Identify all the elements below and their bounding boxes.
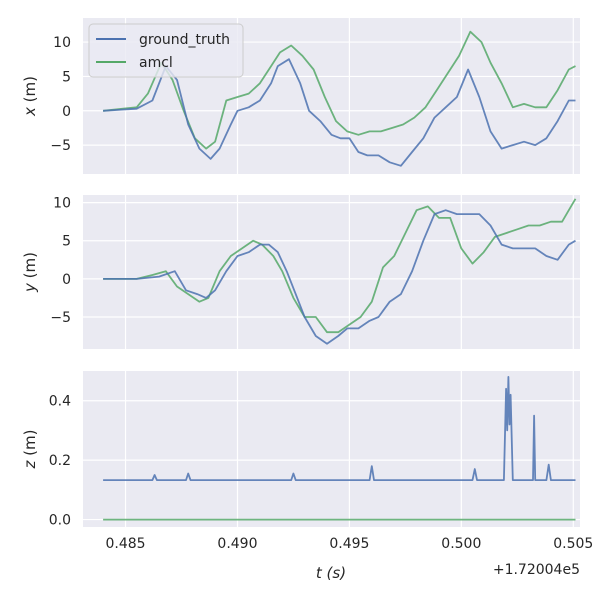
y-tick-label: 10	[53, 35, 71, 51]
panels: −5 0 5 10 x (m) −5 0 5 10 y (m) 0.485 0.490 0.495 0.5…	[21, 18, 593, 552]
y-axis-label: y (m)	[21, 252, 39, 293]
x-tick-label: 0.490	[217, 536, 257, 552]
x-tick-label: 0.495	[329, 536, 369, 552]
y-tick-label: 5	[62, 234, 71, 250]
y-tick-label: 0.4	[49, 394, 71, 410]
x-tick-label: 0.485	[105, 536, 145, 552]
series-line-ground-truth	[103, 209, 576, 345]
x-axis-label: t (s)	[316, 564, 346, 582]
legend-label-amcl: amcl	[139, 55, 173, 71]
y-tick-label: 10	[53, 196, 71, 212]
legend-label-ground-truth: ground_truth	[139, 32, 230, 48]
y-tick-label: 0	[62, 272, 71, 288]
panel-1: −5 0 5 10 x (m)	[21, 18, 580, 174]
x-offset-label: +1.72004e5	[493, 562, 580, 578]
y-tick-label: 0.0	[49, 513, 71, 529]
series-line-ground-truth	[103, 58, 576, 167]
legend: ground_truth amcl	[88, 23, 244, 78]
x-tick-label: 0.500	[441, 536, 481, 552]
y-tick-label: 0.2	[49, 453, 71, 469]
y-tick-label: 0	[62, 104, 71, 120]
y-axis-label: x (m)	[21, 76, 39, 117]
panel-3: 0.485 0.490 0.495 0.500 0.505 0.0 0.2 0.4 z (m)	[21, 371, 593, 552]
series-line-amcl	[103, 30, 576, 150]
y-axis-label: z (m)	[21, 430, 39, 470]
y-tick-label: 5	[62, 69, 71, 85]
series-line-amcl	[103, 198, 577, 334]
legend-box	[88, 23, 244, 78]
panel-2: −5 0 5 10 y (m)	[21, 195, 580, 349]
x-tick-label: 0.505	[553, 536, 593, 552]
plot-area	[83, 195, 580, 349]
y-tick-label: −5	[50, 138, 71, 154]
y-tick-label: −5	[50, 310, 71, 326]
plot-area	[83, 371, 580, 527]
series-line-ground-truth	[103, 375, 576, 482]
